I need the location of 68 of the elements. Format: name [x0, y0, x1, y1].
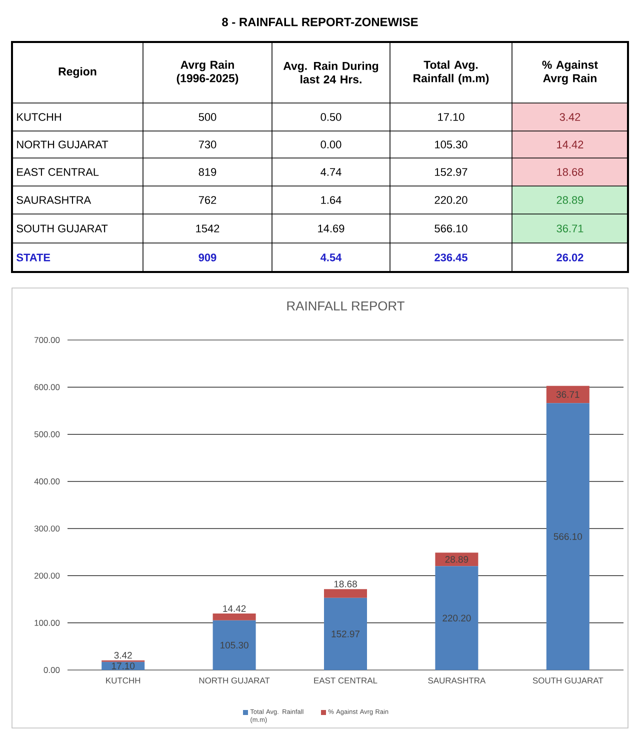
data-label: 18.68: [557, 168, 584, 176]
data-label: 0.50: [320, 113, 342, 121]
bar: [435, 566, 478, 670]
data-label: 105.30: [435, 140, 468, 148]
y-tick-label: 300.00: [34, 526, 60, 532]
data-label: 36.71: [556, 391, 580, 398]
data-label: 14.42: [223, 605, 246, 612]
data-label: 17.10: [112, 662, 135, 670]
x-tick-label: SOUTH GUJARAT: [532, 678, 604, 684]
data-label: 566.10: [554, 533, 582, 540]
series-label: % Against Avrg Rain: [542, 60, 598, 85]
text: Avg. Rain During last 24 Hrs.: [283, 62, 378, 84]
data-label: 4.74: [320, 168, 342, 176]
data-label: 819: [198, 168, 216, 176]
y-tick-label: 400.00: [34, 478, 60, 484]
data-label: 14.42: [557, 140, 584, 148]
data-label: 730: [198, 140, 216, 148]
bar: [546, 403, 590, 670]
data-label: 14.69: [318, 224, 344, 232]
y-tick-label: 700.00: [34, 337, 60, 343]
data-label: 3.42: [114, 652, 132, 659]
y-tick-label: 0.00: [44, 667, 60, 673]
category-label: STATE: [16, 254, 50, 262]
data-label: 105.30: [220, 642, 248, 649]
data-label: 152.97: [435, 168, 468, 176]
data-label: 220.20: [434, 196, 468, 204]
chart-title: RAINFALL REPORT: [287, 301, 404, 310]
data-label: 500: [198, 113, 216, 121]
data-label: 28.89: [556, 196, 584, 204]
data-label: 1.64: [321, 196, 342, 204]
category-label: EAST CENTRAL: [17, 168, 99, 176]
bar: [324, 598, 367, 670]
data-label: 4.54: [320, 254, 342, 262]
data-label: 1542: [196, 224, 220, 232]
data-label: 909: [198, 254, 216, 262]
data-label: 566.10: [434, 224, 468, 232]
data-label: 0.00: [320, 140, 342, 148]
text: 8 - RAINFALL REPORT-ZONEWISE: [222, 18, 418, 26]
y-tick-label: 100.00: [34, 620, 60, 626]
data-label: 17.10: [438, 113, 464, 121]
bar: [324, 589, 367, 598]
text: Total Avg. Rainfall (m.m): [414, 60, 489, 85]
category-label: KUTCHH: [17, 113, 61, 121]
data-label: 3.42: [560, 113, 580, 121]
y-tick-label: 600.00: [34, 384, 60, 390]
text: Region: [58, 67, 96, 78]
category-label: NORTH GUJARAT: [17, 140, 108, 148]
data-label: 762: [198, 196, 216, 204]
bar: [435, 552, 478, 566]
x-tick-label: KUTCHH: [106, 678, 140, 684]
data-label: 28.89: [445, 556, 468, 563]
data-label: 152.97: [332, 630, 360, 638]
category-label: SAURASHTRA: [16, 196, 92, 204]
x-tick-label: EAST CENTRAL: [314, 678, 378, 684]
data-label: 220.20: [442, 614, 471, 622]
data-label: 18.68: [334, 580, 357, 588]
data-label: 36.71: [556, 224, 584, 232]
y-tick-label: 200.00: [34, 572, 60, 579]
data-label: 26.02: [556, 254, 584, 262]
text: Avrg Rain (1996-2025): [176, 60, 238, 85]
x-tick-label: NORTH GUJARAT: [199, 678, 270, 684]
y-tick-label: 500.00: [34, 431, 60, 438]
data-label: 236.45: [434, 254, 468, 262]
bar: [212, 620, 256, 670]
category-label: SOUTH GUJARAT: [16, 224, 108, 232]
x-tick-label: SAURASHTRA: [428, 678, 486, 684]
bar: [546, 386, 590, 404]
bar: [212, 614, 256, 620]
